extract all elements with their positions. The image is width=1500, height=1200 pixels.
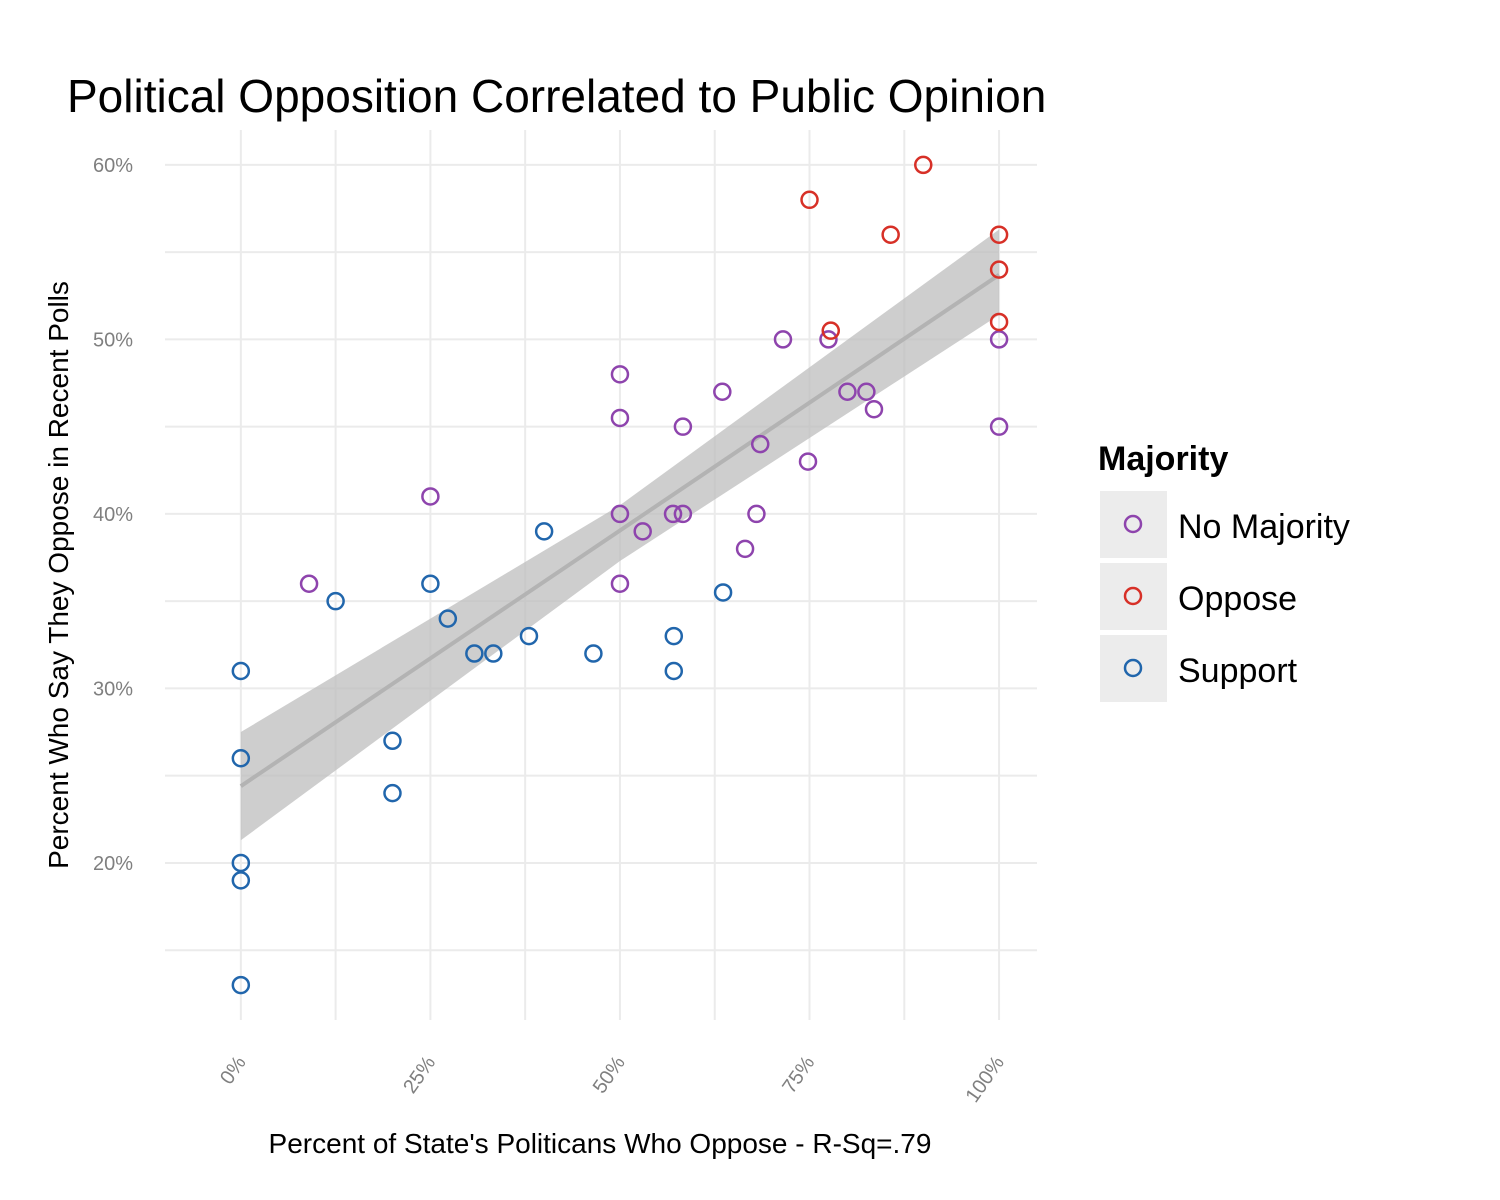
x-tick-label: 50% (589, 1052, 630, 1098)
data-point-support (534, 522, 554, 541)
data-point-support (519, 626, 539, 646)
data-point-no-majority (798, 452, 818, 471)
y-axis-ticks: 20% 30% 40% 50% 60% (93, 155, 133, 875)
legend: Majority No Majority Oppose Support (1098, 440, 1350, 702)
legend-label-no-majority: No Majority (1178, 508, 1350, 546)
data-points (231, 155, 1009, 995)
confidence-band (240, 229, 1000, 841)
y-tick-label: 30% (93, 678, 133, 700)
regression-line (239, 273, 1001, 788)
data-point-support (438, 609, 458, 628)
data-point-support (484, 644, 503, 663)
legend-key-no-majority (1123, 514, 1143, 534)
y-tick-label: 20% (93, 853, 133, 875)
data-point-oppose (881, 225, 900, 244)
data-point-oppose (800, 190, 819, 210)
data-point-no-majority (610, 365, 630, 384)
data-point-oppose (914, 155, 933, 175)
data-point-oppose (989, 260, 1009, 279)
data-point-support (584, 644, 603, 663)
data-point-no-majority (819, 330, 838, 349)
data-point-no-majority (713, 382, 732, 402)
data-point-no-majority (747, 504, 766, 524)
x-tick-label: 0% (216, 1052, 251, 1088)
data-point-support (231, 748, 251, 768)
data-point-support (231, 661, 251, 681)
data-point-no-majority (989, 330, 1009, 349)
data-point-support (713, 583, 733, 602)
data-point-support (326, 591, 345, 611)
data-point-support (664, 626, 684, 646)
x-tick-label: 25% (399, 1052, 440, 1098)
legend-key-oppose (1123, 586, 1143, 606)
data-point-no-majority (750, 434, 770, 454)
y-tick-label: 60% (93, 155, 133, 177)
data-point-support (664, 661, 684, 681)
data-point-no-majority (610, 408, 630, 428)
data-point-no-majority (989, 417, 1009, 436)
y-axis-title: Percent Who Say They Oppose in Recent Po… (43, 281, 74, 869)
data-point-support (231, 853, 251, 873)
data-point-oppose (821, 321, 841, 340)
data-point-support (383, 783, 402, 803)
data-point-no-majority (673, 504, 693, 524)
data-point-no-majority (610, 574, 630, 593)
legend-key-bg-support (1100, 635, 1167, 702)
y-tick-label: 40% (93, 504, 133, 526)
chart-title: Political Opposition Correlated to Publi… (67, 70, 1046, 122)
data-point-support (421, 574, 440, 593)
data-point-no-majority (864, 399, 884, 419)
x-tick-label: 100% (962, 1052, 1009, 1107)
data-point-oppose (989, 225, 1009, 244)
data-point-no-majority (673, 417, 693, 436)
x-tick-label: 75% (778, 1052, 819, 1098)
legend-key-bg-oppose (1100, 563, 1167, 630)
confidence-band-layer (239, 229, 1001, 841)
x-axis-ticks: 0% 25% 50% 75% 100% (216, 1052, 1009, 1107)
data-point-no-majority (299, 574, 319, 593)
data-point-no-majority (857, 382, 876, 402)
data-point-oppose (989, 312, 1009, 332)
x-axis-title: Percent of State's Politicans Who Oppose… (269, 1128, 932, 1159)
legend-label-support: Support (1178, 652, 1298, 690)
data-point-no-majority (663, 504, 683, 524)
legend-title: Majority (1098, 440, 1228, 478)
data-point-no-majority (610, 504, 630, 524)
data-point-no-majority (421, 487, 440, 506)
legend-label-oppose: Oppose (1178, 580, 1297, 618)
legend-key-support (1123, 658, 1143, 678)
data-point-no-majority (773, 330, 793, 349)
data-point-no-majority (735, 539, 755, 559)
data-point-support (383, 731, 402, 751)
data-point-support (231, 975, 251, 995)
legend-key-bg-no-majority (1100, 491, 1167, 558)
data-point-no-majority (633, 522, 652, 541)
data-point-support (465, 644, 484, 663)
y-tick-label: 50% (93, 329, 133, 351)
data-point-no-majority (838, 382, 857, 402)
data-point-support (231, 871, 251, 890)
